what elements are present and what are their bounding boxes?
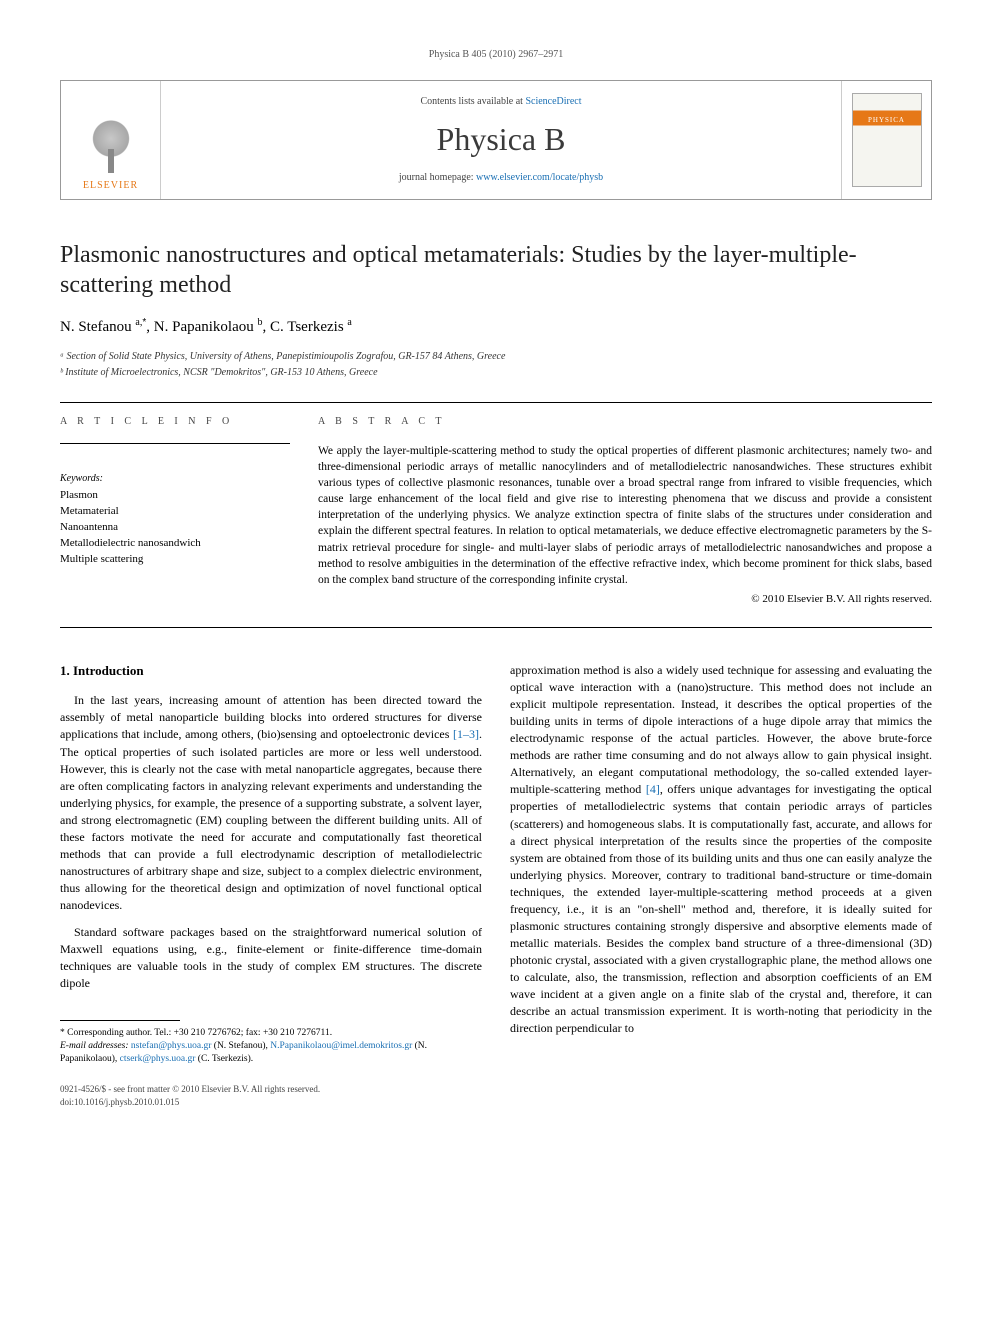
footer-front-matter: 0921-4526/$ - see front matter © 2010 El… bbox=[60, 1083, 932, 1095]
abstract-column: A B S T R A C T We apply the layer-multi… bbox=[318, 415, 932, 607]
article-title: Plasmonic nanostructures and optical met… bbox=[60, 240, 932, 300]
abstract-copyright: © 2010 Elsevier B.V. All rights reserved… bbox=[318, 592, 932, 607]
corresponding-author-footnote: * Corresponding author. Tel.: +30 210 72… bbox=[60, 1027, 482, 1040]
keyword-item: Multiple scattering bbox=[60, 552, 290, 568]
left-column: 1. Introduction In the last years, incre… bbox=[60, 662, 482, 1065]
right-column: approximation method is also a widely us… bbox=[510, 662, 932, 1065]
keyword-item: Metallodielectric nanosandwich bbox=[60, 536, 290, 552]
info-abstract-row: A R T I C L E I N F O Keywords: Plasmon … bbox=[60, 402, 932, 628]
homepage-line: journal homepage: www.elsevier.com/locat… bbox=[399, 171, 603, 185]
footer-doi: doi:10.1016/j.physb.2010.01.015 bbox=[60, 1096, 932, 1108]
abstract-head: A B S T R A C T bbox=[318, 415, 932, 429]
paragraph: approximation method is also a widely us… bbox=[510, 662, 932, 1037]
journal-name: Physica B bbox=[437, 117, 566, 162]
article-info-head: A R T I C L E I N F O bbox=[60, 415, 290, 429]
contents-line: Contents lists available at ScienceDirec… bbox=[420, 95, 581, 109]
banner-center: Contents lists available at ScienceDirec… bbox=[161, 81, 841, 199]
journal-cover-thumb-icon bbox=[852, 93, 922, 187]
email-footnote: E-mail addresses: nstefan@phys.uoa.gr (N… bbox=[60, 1040, 482, 1066]
citation-link[interactable]: [1–3] bbox=[453, 727, 479, 741]
footnote-rule bbox=[60, 1020, 180, 1021]
keyword-item: Nanoantenna bbox=[60, 520, 290, 536]
keyword-item: Plasmon bbox=[60, 488, 290, 504]
affiliation-a: ᵃ Section of Solid State Physics, Univer… bbox=[60, 350, 932, 364]
section-1-head: 1. Introduction bbox=[60, 662, 482, 680]
keywords-list: Plasmon Metamaterial Nanoantenna Metallo… bbox=[60, 488, 290, 568]
body-columns: 1. Introduction In the last years, incre… bbox=[60, 662, 932, 1065]
banner-right bbox=[841, 81, 931, 199]
homepage-prefix: journal homepage: bbox=[399, 172, 476, 183]
paragraph: Standard software packages based on the … bbox=[60, 924, 482, 992]
email-link[interactable]: nstefan@phys.uoa.gr bbox=[131, 1041, 212, 1051]
publisher-logo-box: ELSEVIER bbox=[61, 81, 161, 199]
affiliation-b: ᵇ Institute of Microelectronics, NCSR "D… bbox=[60, 366, 932, 380]
contents-prefix: Contents lists available at bbox=[420, 96, 525, 107]
paragraph: In the last years, increasing amount of … bbox=[60, 692, 482, 913]
keyword-item: Metamaterial bbox=[60, 504, 290, 520]
sciencedirect-link[interactable]: ScienceDirect bbox=[525, 96, 581, 107]
info-divider bbox=[60, 443, 290, 444]
email-link[interactable]: N.Papanikolaou@imel.demokritos.gr bbox=[270, 1041, 412, 1051]
citation-link[interactable]: [4] bbox=[646, 782, 660, 796]
abstract-text: We apply the layer-multiple-scattering m… bbox=[318, 443, 932, 588]
keywords-head: Keywords: bbox=[60, 472, 290, 486]
author-list: N. Stefanou a,*, N. Papanikolaou b, C. T… bbox=[60, 316, 932, 338]
journal-banner: ELSEVIER Contents lists available at Sci… bbox=[60, 80, 932, 200]
article-info-column: A R T I C L E I N F O Keywords: Plasmon … bbox=[60, 415, 290, 607]
email-label: E-mail addresses: bbox=[60, 1041, 129, 1051]
email-link[interactable]: ctserk@phys.uoa.gr bbox=[120, 1054, 196, 1064]
affiliations: ᵃ Section of Solid State Physics, Univer… bbox=[60, 350, 932, 380]
journal-homepage-link[interactable]: www.elsevier.com/locate/physb bbox=[476, 172, 603, 183]
page-footer: 0921-4526/$ - see front matter © 2010 El… bbox=[60, 1083, 932, 1107]
publisher-name: ELSEVIER bbox=[83, 179, 138, 193]
running-header: Physica B 405 (2010) 2967–2971 bbox=[60, 48, 932, 62]
elsevier-tree-icon bbox=[86, 119, 136, 175]
